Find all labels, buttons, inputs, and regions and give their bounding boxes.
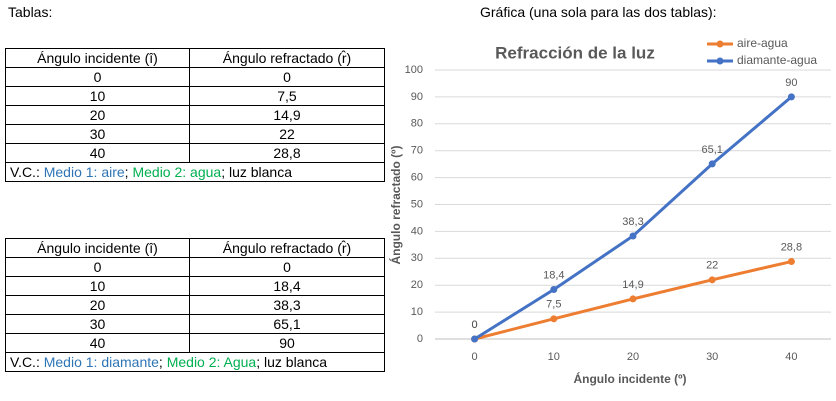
- cell: 22: [188, 124, 386, 144]
- y-tick-label: 0: [417, 333, 423, 345]
- row: 40 28,8: [5, 143, 386, 163]
- footer-row: V.C.: Medio 1: diamante; Medio 2: Agua; …: [5, 352, 385, 372]
- footer-part: Medio 2: Agua: [166, 354, 257, 370]
- point: [708, 276, 716, 284]
- row: 10 7,5: [5, 86, 386, 106]
- table: Ángulo incidente (î) Ángulo refractado (r…: [5, 48, 386, 182]
- x-axis-title: Ángulo incidente (º): [573, 371, 686, 386]
- footer-part: Medio 1: aire: [43, 164, 125, 180]
- cell: 10: [5, 86, 190, 106]
- data-label: 0: [472, 319, 478, 331]
- footer-part: ;: [158, 354, 167, 370]
- footer-cell: V.C.: Medio 1: diamante; Medio 2: Agua; …: [5, 352, 385, 372]
- data-label: 0: [472, 319, 478, 331]
- cell: 14,9: [188, 105, 386, 125]
- point: [629, 295, 637, 303]
- cell: 0: [5, 67, 190, 87]
- header-cell: Ángulo incidente (î): [5, 238, 190, 258]
- header-row: Ángulo incidente (î) Ángulo refractado (r…: [5, 48, 386, 68]
- y-tick-label: 70: [411, 145, 423, 157]
- cell: 40: [5, 143, 190, 163]
- cell: 7,5: [188, 86, 386, 106]
- legend-marker: [716, 40, 724, 48]
- x-tick-label: 10: [548, 351, 560, 363]
- header-row: Ángulo incidente (î) Ángulo refractado (r…: [5, 238, 386, 258]
- cell: 20: [5, 295, 190, 315]
- header-cell: Ángulo incidente (î): [5, 48, 190, 68]
- cell: 18,4: [188, 276, 386, 296]
- footer-row: V.C.: Medio 1: aire; Medio 2: agua; luz …: [5, 162, 385, 182]
- legend-label: diamante-agua: [737, 53, 817, 67]
- chart-title: Refracción de la luz: [495, 43, 655, 62]
- footer-part: Medio 2: agua: [132, 164, 222, 180]
- point: [787, 258, 795, 266]
- footer-part: V.C.:: [10, 354, 44, 370]
- cell: 0: [188, 257, 386, 277]
- row: 20 38,3: [5, 295, 386, 315]
- row: 30 65,1: [5, 314, 386, 334]
- y-tick-label: 20: [411, 279, 423, 291]
- x-tick-label: 20: [627, 351, 639, 363]
- data-label: 28,8: [781, 241, 802, 253]
- y-tick-label: 60: [411, 172, 423, 184]
- header-cell: Ángulo refractado (r̂): [188, 238, 386, 258]
- row: 40 90: [5, 333, 386, 353]
- cell: 0: [5, 257, 190, 277]
- footer-cell: V.C.: Medio 1: aire; Medio 2: agua; luz …: [5, 162, 385, 182]
- header-cell: Ángulo refractado (r̂): [188, 48, 386, 68]
- data-label: 65,1: [701, 144, 722, 156]
- y-tick-label: 10: [411, 306, 423, 318]
- y-tick-label: 50: [411, 198, 423, 210]
- x-tick-label: 30: [706, 351, 718, 363]
- data-label: 7,5: [546, 299, 561, 311]
- cell: 90: [188, 333, 386, 353]
- y-tick-label: 40: [411, 225, 423, 237]
- point: [708, 160, 716, 168]
- point: [629, 232, 637, 240]
- footer-part: ; luz blanca: [256, 354, 328, 370]
- chart: Refracción de la luz Ángulo incidente (º…: [388, 36, 831, 386]
- row: 30 22: [5, 124, 386, 144]
- row: 20 14,9: [5, 105, 386, 125]
- point: [550, 286, 558, 294]
- cell: 0: [188, 67, 386, 87]
- cell: 38,3: [188, 295, 386, 315]
- point: [787, 93, 795, 101]
- point: [471, 335, 479, 343]
- y-tick-label: 100: [405, 64, 423, 76]
- cell: 10: [5, 276, 190, 296]
- table: Ángulo incidente (î) Ángulo refractado (r…: [5, 238, 386, 372]
- row: 10 18,4: [5, 276, 386, 296]
- y-tick-label: 80: [411, 118, 423, 130]
- footer-part: ; luz blanca: [221, 164, 293, 180]
- footer-part: Medio 1: diamante: [43, 354, 159, 370]
- chart-label: Gráfica (una sola para las dos tablas):: [480, 4, 717, 20]
- data-label: 22: [706, 260, 718, 272]
- x-tick-label: 40: [785, 351, 797, 363]
- cell: 28,8: [188, 143, 386, 163]
- legend-marker: [716, 57, 724, 65]
- cell: 30: [5, 124, 190, 144]
- cell: 65,1: [188, 314, 386, 334]
- legend-label: aire-agua: [737, 36, 788, 50]
- y-tick-label: 30: [411, 252, 423, 264]
- footer-part: V.C.:: [10, 164, 44, 180]
- data-label: 90: [785, 77, 797, 89]
- tables-label: Tablas:: [8, 4, 53, 20]
- cell: 40: [5, 333, 190, 353]
- y-axis-title: Ángulo refractado (º): [388, 145, 403, 264]
- cell: 30: [5, 314, 190, 334]
- cell: 20: [5, 105, 190, 125]
- data-label: 38,3: [622, 216, 643, 228]
- y-tick-label: 90: [411, 91, 423, 103]
- x-tick-label: 0: [472, 351, 478, 363]
- footer-part: ;: [124, 164, 133, 180]
- data-label: 14,9: [622, 279, 643, 291]
- point: [550, 315, 558, 323]
- data-label: 18,4: [543, 269, 564, 281]
